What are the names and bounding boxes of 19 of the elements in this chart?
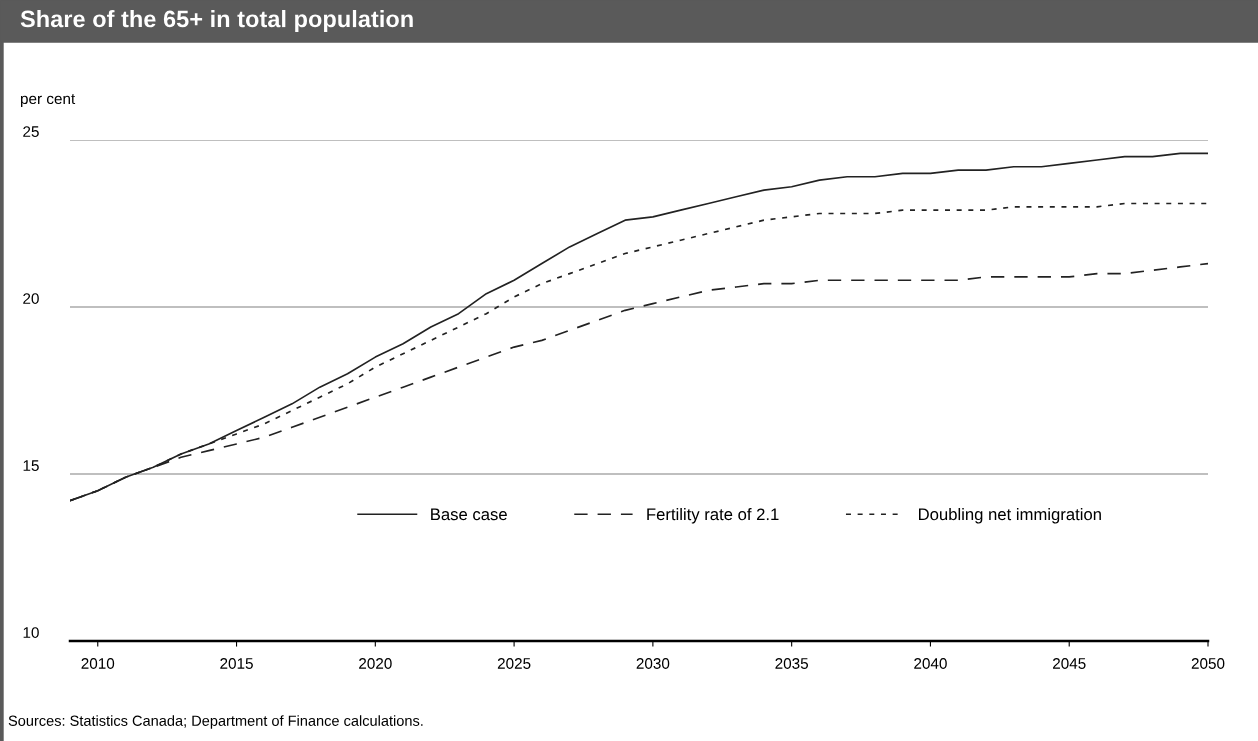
y-tick-label: 20	[23, 293, 39, 304]
legend-label: Base case	[431, 508, 507, 521]
source-note: Sources: Statistics Canada; Department of Finance calculations.	[8, 715, 423, 729]
x-tick-label: 2010	[81, 658, 115, 669]
legend-label: Fertility rate of 2.1	[647, 507, 779, 524]
x-tick-label: 2050	[1191, 658, 1225, 669]
chart-title: Share of the 65+ in total population	[20, 10, 413, 32]
x-tick-label: 2045	[1053, 658, 1086, 669]
x-tick-label: 2030	[636, 658, 670, 669]
legend-label: Doubling net immigration	[919, 507, 1101, 524]
x-tick-label: 2020	[359, 658, 392, 669]
x-tick-label: 2025	[497, 658, 531, 669]
y-tick-label: 25	[23, 126, 39, 137]
y-tick-label: 10	[23, 627, 39, 638]
y-tick-label: 15	[23, 460, 39, 471]
y-axis-title: per cent	[20, 94, 76, 108]
x-tick-label: 2040	[914, 658, 947, 669]
x-tick-label: 2015	[220, 658, 253, 669]
x-tick-label: 2035	[775, 658, 809, 669]
